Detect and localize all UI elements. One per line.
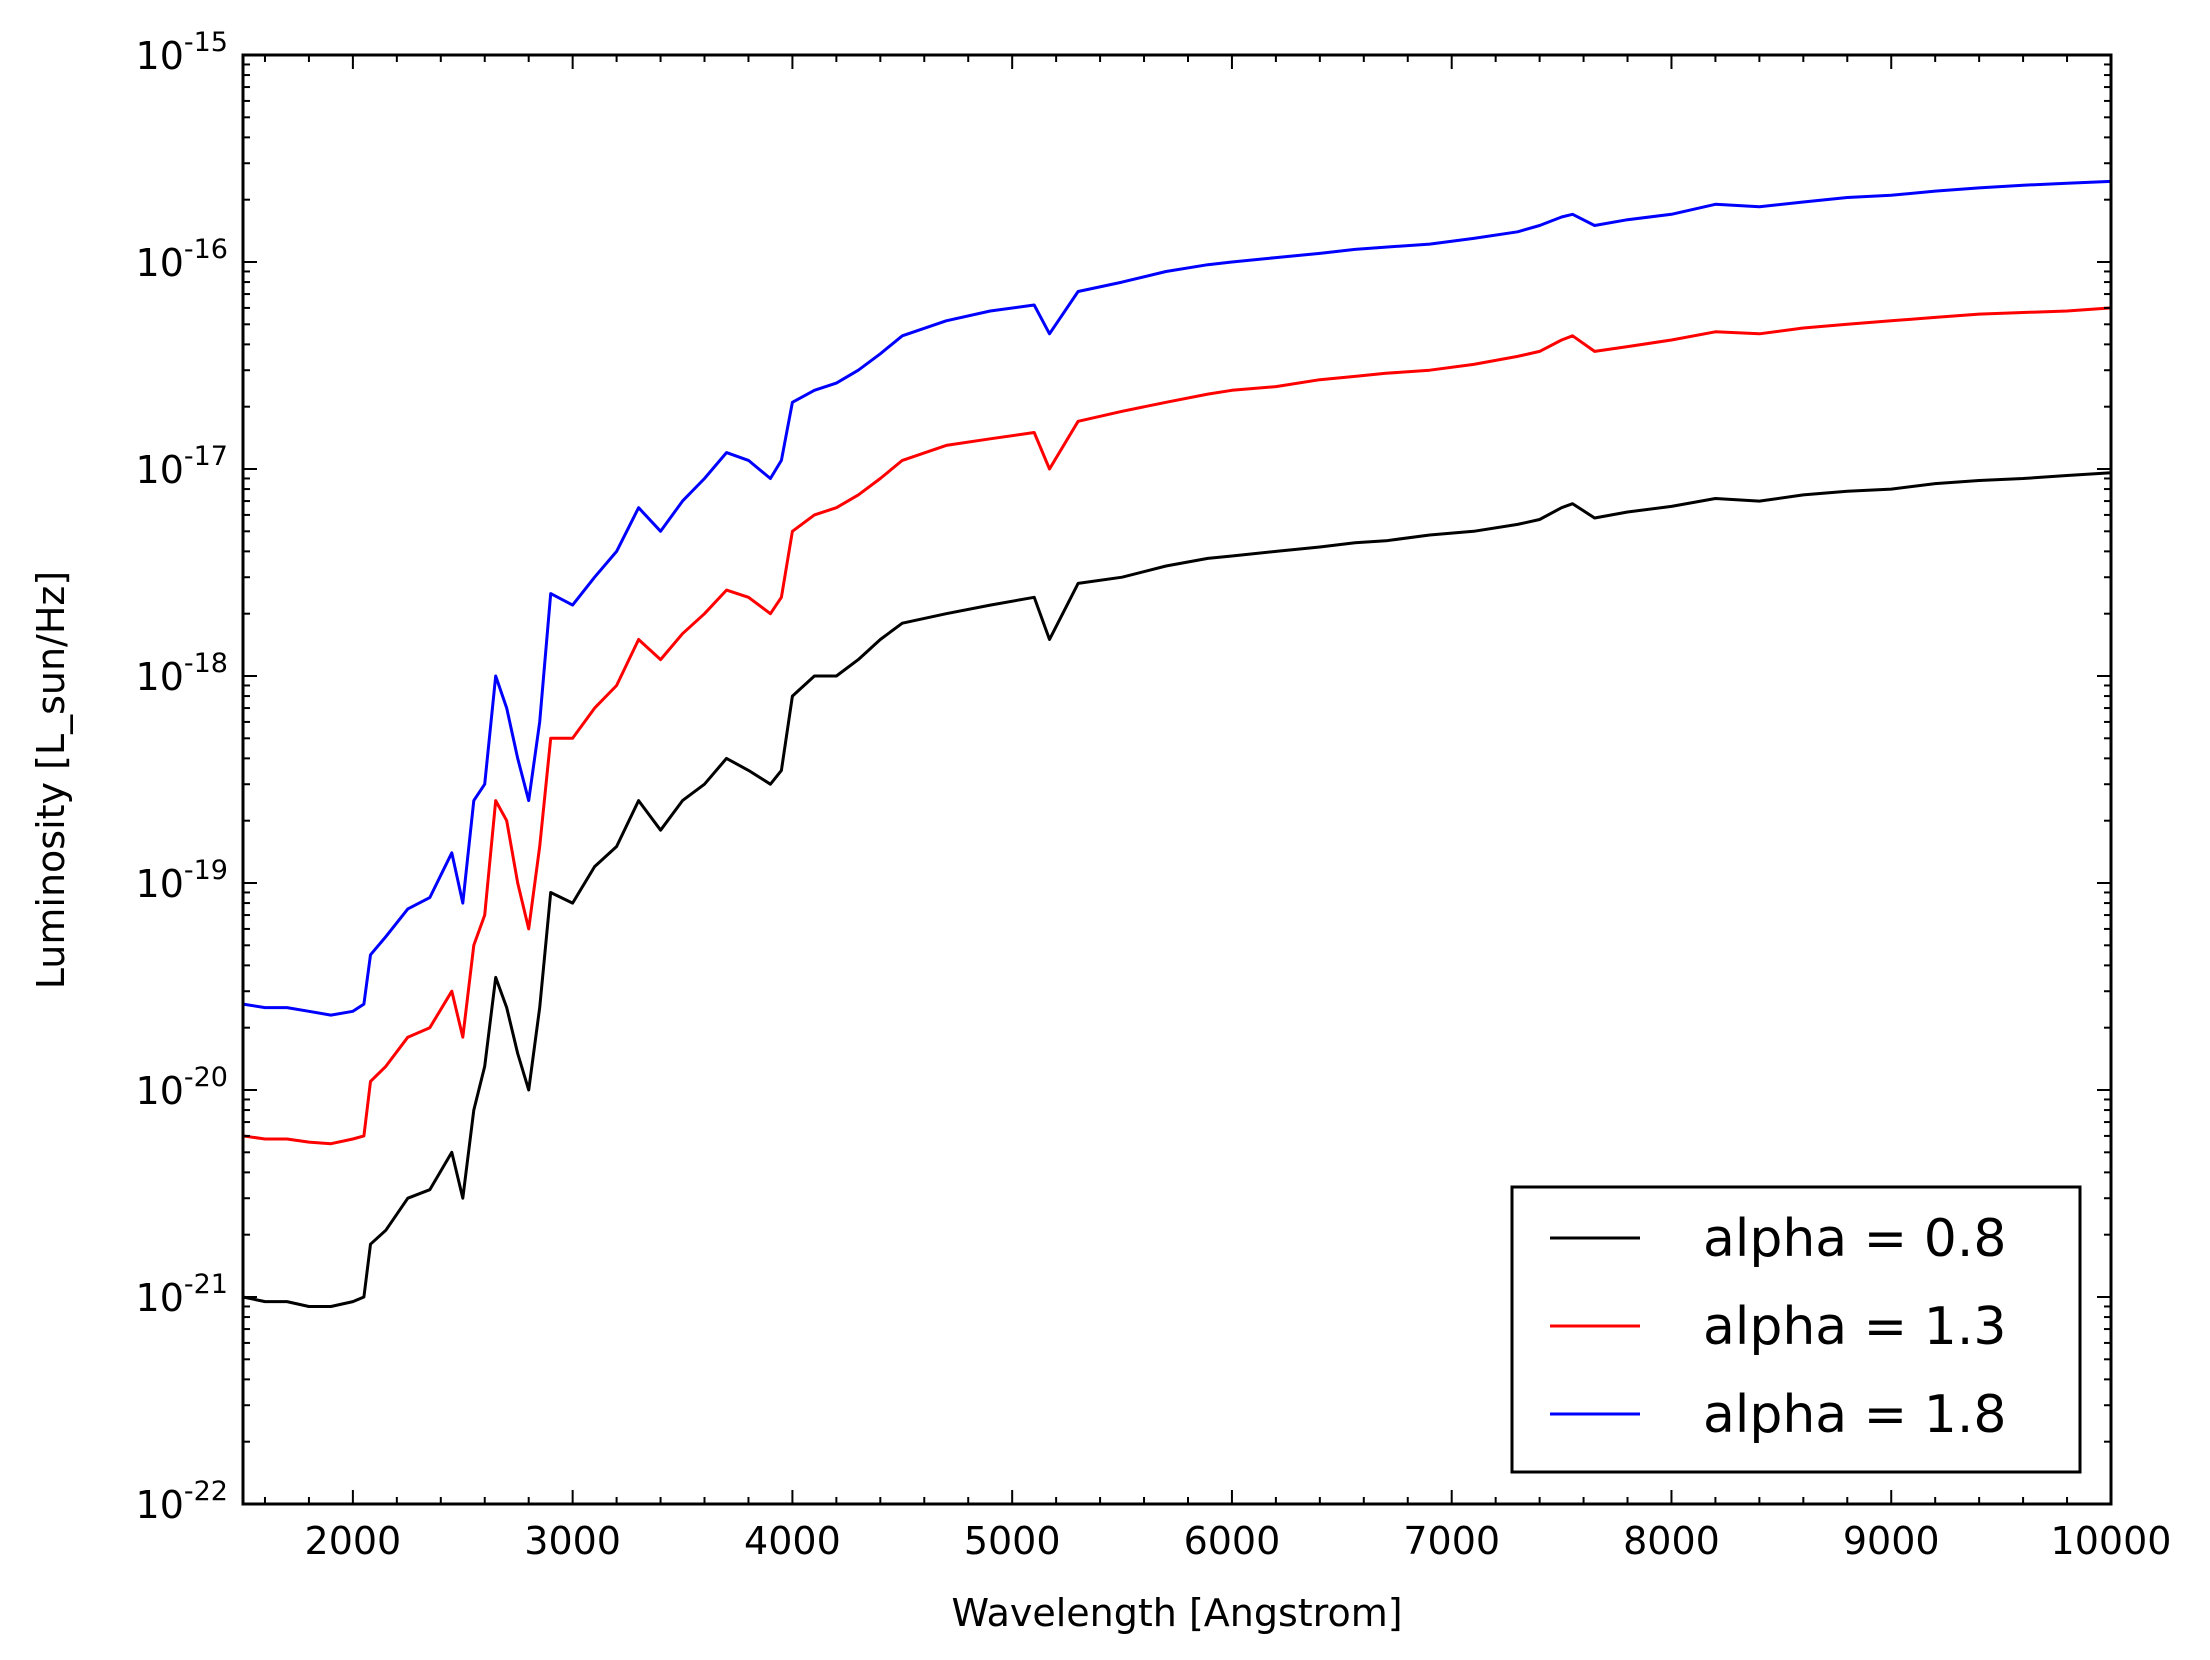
y-tick-label: 10-20 [136,1062,228,1113]
x-tick-label: 2000 [305,1519,402,1563]
legend-box [1510,1185,2082,1474]
y-tick-label: 10-15 [136,27,228,78]
x-tick-label: 7000 [1403,1519,1500,1563]
x-tick-label: 9000 [1843,1519,1940,1563]
legend-label-alpha-1-8: alpha = 1.8 [1703,1385,2006,1445]
legend-label-alpha-0-8: alpha = 0.8 [1703,1209,2006,1269]
series-layer [242,179,2112,1308]
x-tick-label: 5000 [964,1519,1061,1563]
y-tick-label: 10-18 [136,648,228,699]
series-line-0 [242,471,2112,1308]
x-tick-label: 6000 [1184,1519,1281,1563]
x-tick-label: 4000 [744,1519,841,1563]
series-line-2 [242,179,2112,1017]
y-tick-label: 10-17 [136,441,228,492]
legend: alpha = 0.8 alpha = 1.3 alpha = 1.8 [1510,1185,2082,1474]
x-tick-label: 8000 [1623,1519,1720,1563]
x-tick-label: 10000 [2051,1519,2172,1563]
y-axis-title: Luminosity [L_sun/Hz] [29,571,73,989]
x-tick-label: 3000 [524,1519,621,1563]
x-axis-title: Wavelength [Angstrom] [951,1591,1402,1635]
series-line-1 [242,306,2112,1146]
plot-frame [241,53,2113,1506]
y-tick-label: 10-16 [136,234,228,285]
ticks-layer [243,54,2112,1505]
tick-labels-layer: 2000 3000 4000 5000 6000 7000 8000 9000 10000 10-… [136,27,2172,1563]
y-tick-label: 10-22 [136,1476,228,1527]
y-tick-label: 10-21 [136,1269,228,1320]
legend-label-alpha-1-3: alpha = 1.3 [1703,1297,2006,1357]
y-tick-label: 10-19 [136,855,228,906]
